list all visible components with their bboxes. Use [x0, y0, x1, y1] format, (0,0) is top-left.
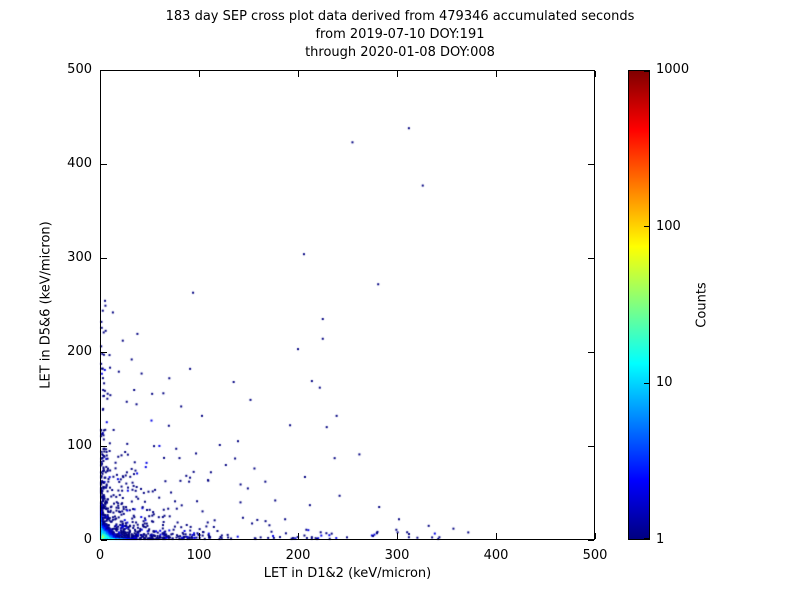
colorbar-tick — [644, 226, 649, 228]
y-tick — [101, 163, 107, 165]
colorbar-tick — [644, 70, 649, 72]
x-tick-top — [495, 71, 497, 77]
x-tick — [297, 533, 299, 539]
x-tick-label: 500 — [582, 548, 608, 563]
x-tick — [495, 533, 497, 539]
y-tick-label: 300 — [67, 250, 92, 265]
x-tick-top — [594, 71, 596, 77]
x-tick-label: 200 — [285, 548, 311, 563]
x-tick — [594, 533, 596, 539]
colorbar-tick-label: 10 — [656, 375, 673, 391]
x-tick-top — [99, 71, 101, 77]
x-tick — [396, 533, 398, 539]
y-tick — [101, 351, 107, 353]
x-tick-top — [396, 71, 398, 77]
colorbar-tick — [644, 537, 649, 539]
colorbar-tick-label: 1 — [656, 532, 665, 547]
x-tick-label: 300 — [384, 548, 410, 563]
colorbar-tick — [644, 382, 649, 384]
y-tick-right — [588, 351, 594, 353]
x-tick — [99, 533, 101, 539]
x-tick-label: 400 — [483, 548, 509, 563]
colorbar-label: Counts — [694, 282, 710, 328]
y-tick — [101, 257, 107, 259]
x-tick-top — [297, 71, 299, 77]
y-tick-label: 400 — [67, 156, 92, 171]
plot-area — [100, 70, 595, 540]
y-tick-right — [588, 445, 594, 447]
y-tick-right — [588, 69, 594, 71]
colorbar — [628, 70, 650, 540]
y-tick — [101, 539, 107, 541]
y-tick-right — [588, 163, 594, 165]
x-tick-top — [198, 71, 200, 77]
y-tick — [101, 445, 107, 447]
x-tick — [198, 533, 200, 539]
y-tick-right — [588, 539, 594, 541]
y-tick-label: 100 — [67, 438, 92, 453]
x-axis-label: LET in D1&2 (keV/micron) — [263, 566, 432, 581]
colorbar-tick-label: 100 — [656, 218, 681, 234]
y-axis-label: LET in D5&6 (keV/micron) — [38, 221, 54, 389]
y-tick-label: 0 — [83, 532, 92, 547]
x-tick-label: 0 — [95, 548, 105, 563]
y-tick-label: 200 — [67, 344, 92, 359]
y-tick-right — [588, 257, 594, 259]
y-tick-label: 500 — [67, 62, 92, 77]
y-tick — [101, 69, 107, 71]
x-tick-label: 100 — [186, 548, 212, 563]
colorbar-tick-label: 1000 — [656, 62, 690, 77]
